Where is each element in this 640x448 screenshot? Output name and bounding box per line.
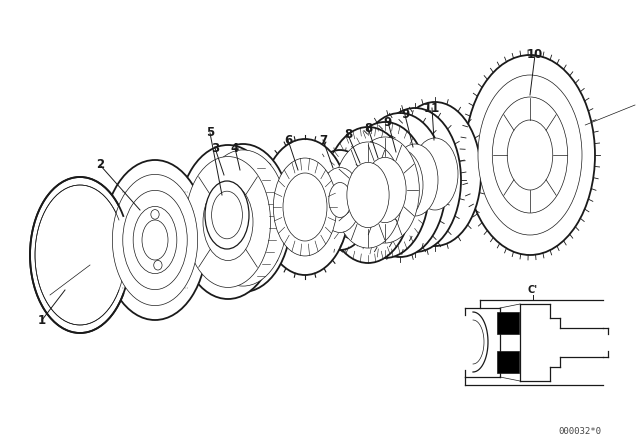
Text: 3: 3 [211, 142, 219, 155]
Text: 4: 4 [231, 142, 239, 155]
Ellipse shape [329, 182, 351, 217]
Ellipse shape [351, 137, 419, 243]
Ellipse shape [377, 149, 423, 221]
Ellipse shape [178, 145, 278, 299]
Text: 2: 2 [96, 159, 104, 172]
Ellipse shape [478, 75, 582, 235]
Ellipse shape [205, 181, 249, 249]
Ellipse shape [465, 55, 595, 255]
Text: 6: 6 [284, 134, 292, 146]
Ellipse shape [347, 162, 389, 228]
Ellipse shape [154, 260, 162, 270]
Ellipse shape [492, 97, 568, 213]
Ellipse shape [142, 220, 168, 260]
Ellipse shape [113, 174, 198, 306]
Ellipse shape [319, 168, 361, 233]
Ellipse shape [392, 144, 438, 216]
Ellipse shape [324, 127, 412, 263]
Ellipse shape [30, 177, 130, 333]
Text: 9: 9 [401, 108, 409, 121]
Ellipse shape [151, 210, 159, 219]
Ellipse shape [389, 102, 481, 246]
Ellipse shape [123, 190, 188, 289]
Ellipse shape [103, 160, 207, 320]
Text: 1: 1 [38, 314, 46, 327]
Text: 000032*0: 000032*0 [559, 427, 602, 436]
Bar [497, 351, 519, 373]
Ellipse shape [199, 150, 287, 286]
Ellipse shape [333, 142, 403, 248]
Ellipse shape [261, 139, 349, 275]
Ellipse shape [273, 158, 337, 256]
Ellipse shape [212, 191, 243, 239]
Ellipse shape [412, 138, 458, 210]
Text: 5: 5 [206, 126, 214, 139]
Ellipse shape [308, 150, 372, 250]
Text: C': C' [528, 285, 538, 295]
Text: 9: 9 [384, 116, 392, 129]
Text: 8: 8 [364, 121, 372, 134]
Ellipse shape [203, 184, 253, 260]
Ellipse shape [35, 185, 125, 325]
Ellipse shape [508, 120, 553, 190]
Text: 7: 7 [319, 134, 327, 146]
Text: 11: 11 [424, 102, 440, 115]
Ellipse shape [186, 156, 271, 288]
Ellipse shape [354, 113, 446, 257]
Bar [497, 312, 519, 334]
Ellipse shape [133, 207, 177, 274]
Ellipse shape [364, 157, 406, 223]
Ellipse shape [283, 173, 327, 241]
Text: 10: 10 [527, 48, 543, 61]
Ellipse shape [369, 108, 461, 252]
Ellipse shape [341, 122, 429, 258]
Text: 8: 8 [344, 129, 352, 142]
Ellipse shape [195, 144, 291, 292]
